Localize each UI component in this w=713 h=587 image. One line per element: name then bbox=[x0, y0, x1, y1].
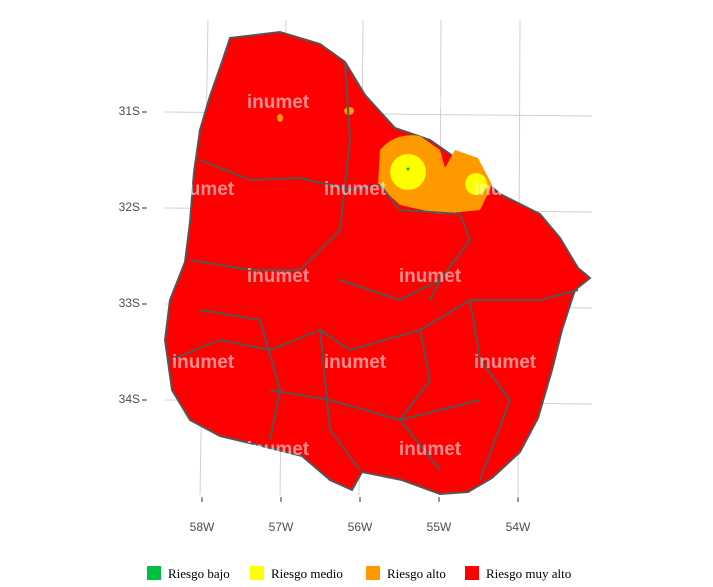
legend-label: Riesgo muy alto bbox=[486, 566, 571, 581]
watermark: inumet bbox=[247, 439, 310, 460]
legend-swatch bbox=[366, 566, 380, 580]
legend-swatch bbox=[465, 566, 479, 580]
watermarks: inumet inumet inumet inumet inumet inumet inum… bbox=[172, 92, 537, 460]
x-tick-label: 55W bbox=[427, 520, 452, 534]
x-tick-label: 57W bbox=[269, 520, 294, 534]
low-risk-zone bbox=[406, 167, 410, 171]
watermark: inumet bbox=[324, 352, 387, 373]
medium-risk-zone bbox=[465, 173, 487, 195]
x-tick-label: 56W bbox=[348, 520, 373, 534]
y-tick-label: 33S bbox=[119, 296, 140, 310]
legend-label: Riesgo alto bbox=[387, 566, 446, 581]
watermark: inumet bbox=[474, 352, 537, 373]
watermark: inumet bbox=[399, 266, 462, 287]
axis-ticks: 58W 57W 56W 55W 54W 31S 32S 33S 34S bbox=[119, 104, 531, 534]
legend: Riesgo bajo Riesgo medio Riesgo alto Riesgo… bbox=[147, 566, 571, 581]
high-risk-zone bbox=[277, 114, 283, 122]
y-tick-label: 32S bbox=[119, 200, 140, 214]
medium-risk-zone bbox=[390, 154, 426, 190]
watermark: inumet bbox=[247, 266, 310, 287]
legend-label: Riesgo bajo bbox=[168, 566, 230, 581]
watermark: inumet bbox=[399, 439, 462, 460]
watermark: inumet bbox=[247, 92, 310, 113]
department-borders bbox=[169, 61, 579, 481]
watermark: inumet bbox=[324, 179, 387, 200]
country-area bbox=[163, 30, 592, 496]
y-tick-label: 34S bbox=[119, 392, 140, 406]
watermark: inumet bbox=[399, 92, 462, 113]
x-tick-label: 54W bbox=[506, 520, 531, 534]
legend-swatch bbox=[147, 566, 161, 580]
watermark: inumet bbox=[172, 352, 235, 373]
x-tick-label: 58W bbox=[190, 520, 215, 534]
watermark: inumet bbox=[474, 179, 537, 200]
y-tick-label: 31S bbox=[119, 104, 140, 118]
legend-label: Riesgo medio bbox=[271, 566, 343, 581]
legend-swatch bbox=[250, 566, 264, 580]
watermark: inumet bbox=[172, 179, 235, 200]
